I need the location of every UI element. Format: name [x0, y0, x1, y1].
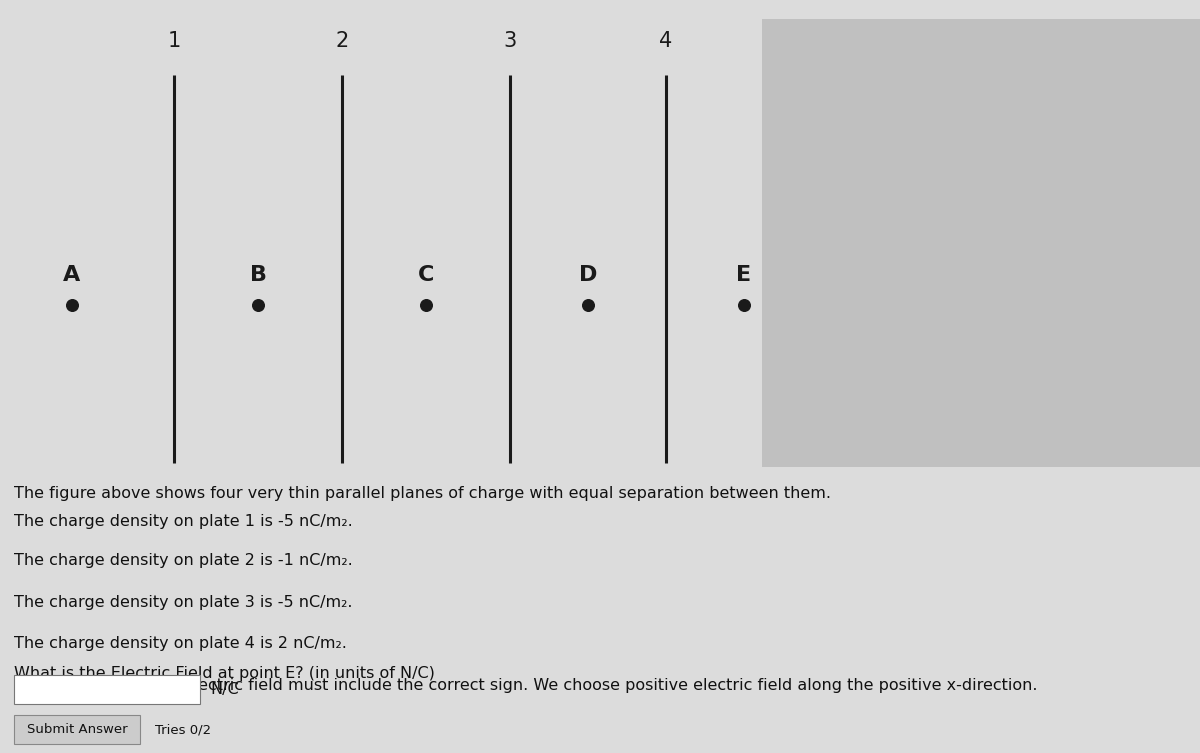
Text: D: D: [578, 265, 598, 285]
Point: [734, 299, 754, 311]
Text: The charge density on plate 1 is -5 nC/m₂.: The charge density on plate 1 is -5 nC/m…: [14, 514, 353, 529]
Text: B: B: [250, 265, 266, 285]
Text: A: A: [64, 265, 80, 285]
Bar: [14, 715, 140, 744]
Text: What is the Electric Field at point E? (in units of N/C): What is the Electric Field at point E? (…: [14, 666, 436, 681]
Text: The charge density on plate 3 is -5 nC/m₂.: The charge density on plate 3 is -5 nC/m…: [14, 595, 353, 610]
Text: E: E: [737, 265, 751, 285]
Point: [248, 299, 268, 311]
Text: N/C: N/C: [210, 682, 239, 697]
Text: 3: 3: [503, 32, 517, 51]
Text: The charge density on plate 4 is 2 nC/m₂.: The charge density on plate 4 is 2 nC/m₂…: [14, 636, 347, 651]
Bar: [14, 675, 200, 704]
Text: Tries 0/2: Tries 0/2: [155, 723, 211, 736]
Point: [62, 299, 82, 311]
Text: 2: 2: [335, 32, 349, 51]
Bar: [762, 19, 1200, 467]
Text: C: C: [418, 265, 434, 285]
Text: 4: 4: [659, 32, 673, 51]
Text: The charge density on plate 2 is -1 nC/m₂.: The charge density on plate 2 is -1 nC/m…: [14, 553, 353, 569]
Text: The figure above shows four very thin parallel planes of charge with equal separ: The figure above shows four very thin pa…: [14, 486, 832, 501]
Text: 1: 1: [167, 32, 181, 51]
Point: [416, 299, 436, 311]
Text: Submit Answer: Submit Answer: [28, 723, 127, 736]
Text: Your answers for the electric field must include the correct sign. We choose pos: Your answers for the electric field must…: [14, 678, 1038, 693]
Point: [578, 299, 598, 311]
